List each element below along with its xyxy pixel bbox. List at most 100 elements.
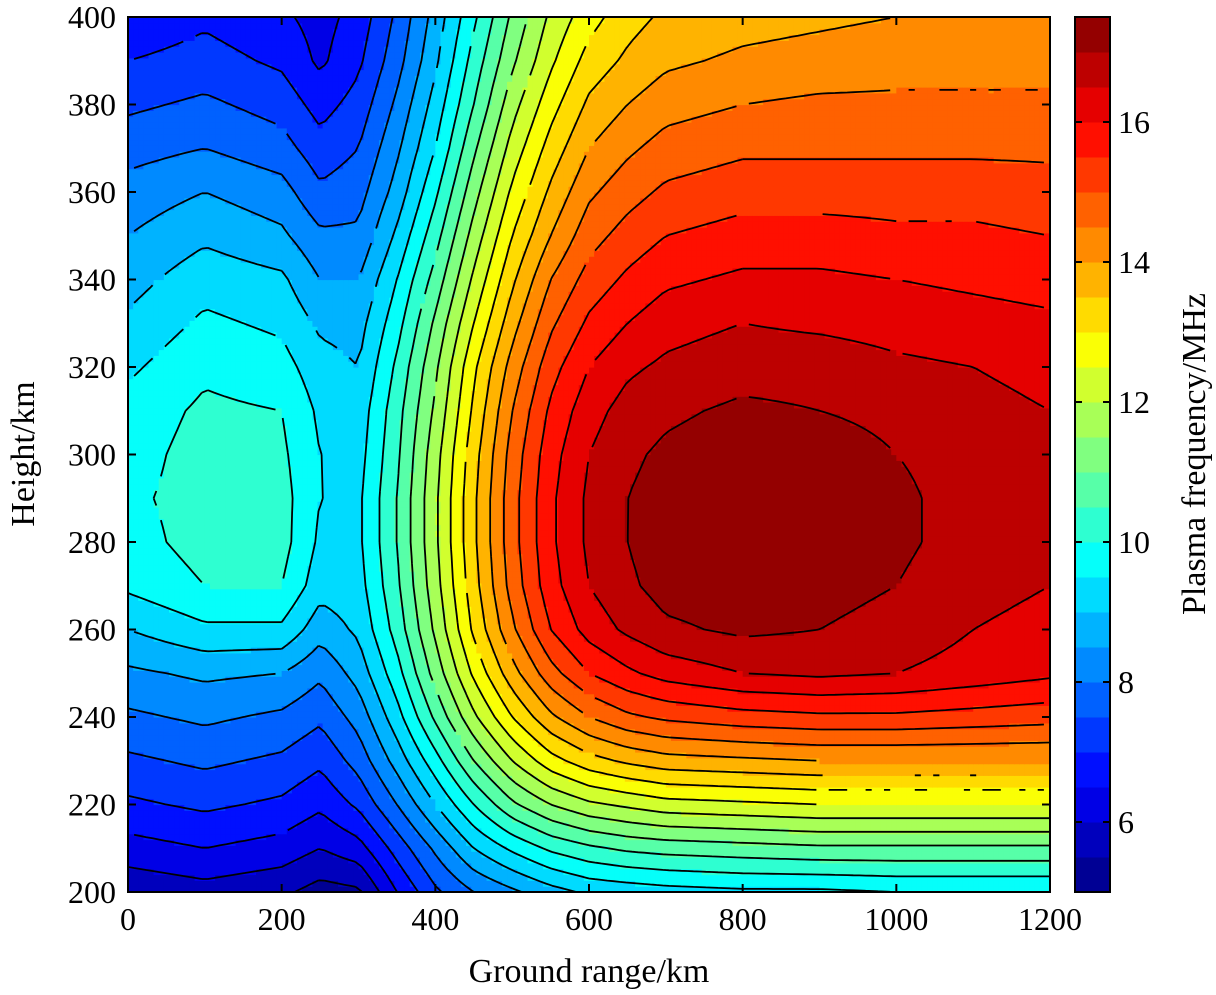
contour-cell xyxy=(722,822,728,829)
contour-cell xyxy=(814,781,821,788)
contour-cell xyxy=(501,781,508,788)
contour-cell xyxy=(614,886,621,892)
contour-cell xyxy=(747,822,754,829)
contour-cell xyxy=(378,816,385,823)
contour-cell xyxy=(793,728,800,736)
contour-cell xyxy=(291,734,298,741)
contour-cell xyxy=(553,781,559,788)
contour-cell xyxy=(758,787,764,794)
contour-cell xyxy=(312,822,319,829)
contour-cell xyxy=(496,827,503,835)
contour-cell xyxy=(230,781,237,788)
contour-cell xyxy=(553,810,559,817)
contour-cell xyxy=(281,810,288,817)
contour-cell xyxy=(578,822,585,829)
contour-cell xyxy=(880,822,887,829)
contour-cell xyxy=(250,851,257,858)
contour-cell xyxy=(865,740,872,747)
contour-cell xyxy=(327,862,334,870)
contour-cell xyxy=(168,763,175,771)
contour-cell xyxy=(163,734,170,741)
contour-cell xyxy=(245,810,252,817)
contour-cell xyxy=(189,734,196,741)
contour-cell xyxy=(799,862,805,870)
contour-cell xyxy=(701,787,708,794)
contour-cell xyxy=(957,880,964,887)
contour-cell xyxy=(993,822,1000,829)
contour-cell xyxy=(240,845,247,852)
contour-cell xyxy=(404,886,411,892)
contour-cell xyxy=(1024,810,1031,817)
contour-cell xyxy=(297,810,303,817)
contour-cell xyxy=(870,862,877,870)
contour-cell xyxy=(286,822,293,829)
contour-cell xyxy=(235,752,242,759)
contour-cell xyxy=(763,763,769,771)
contour-cell xyxy=(814,804,821,811)
contour-cell xyxy=(932,816,938,823)
contour-cell xyxy=(261,757,267,765)
contour-cell xyxy=(537,728,544,736)
contour-cell xyxy=(568,851,575,858)
contour-cell xyxy=(978,746,985,753)
contour-cell xyxy=(184,763,191,771)
contour-cell xyxy=(691,874,698,881)
contour-cell xyxy=(133,746,139,753)
contour-cell xyxy=(594,880,600,887)
contour-cell xyxy=(368,757,375,765)
contour-cell xyxy=(839,851,846,858)
contour-cell xyxy=(527,827,534,835)
contour-cell xyxy=(927,880,933,887)
contour-cell xyxy=(706,775,713,782)
contour-cell xyxy=(291,792,298,800)
contour-cell xyxy=(927,874,933,881)
contour-cell xyxy=(809,845,815,852)
contour-cell xyxy=(466,804,472,811)
contour-cell xyxy=(476,845,483,852)
contour-cell xyxy=(553,775,559,782)
contour-cell xyxy=(302,798,308,806)
contour-cell xyxy=(937,798,944,806)
contour-cell xyxy=(230,827,237,835)
contour-cell xyxy=(425,775,431,782)
contour-cell xyxy=(425,845,431,852)
contour-cell xyxy=(1014,822,1020,829)
contour-cell xyxy=(855,822,862,829)
contour-cell xyxy=(814,816,821,823)
contour-cell xyxy=(624,810,631,817)
contour-cell xyxy=(998,775,1005,782)
contour-cell xyxy=(916,769,923,776)
contour-cell xyxy=(389,752,395,759)
contour-cell xyxy=(455,752,462,759)
contour-cell xyxy=(466,827,472,835)
contour-cell xyxy=(256,734,262,741)
contour-cell xyxy=(245,845,252,852)
contour-cell xyxy=(804,868,810,876)
contour-cell xyxy=(532,845,539,852)
contour-cell xyxy=(875,886,882,892)
contour-cell xyxy=(517,728,524,736)
contour-cell xyxy=(322,857,329,864)
contour-cell xyxy=(414,792,421,800)
contour-cell xyxy=(414,763,421,771)
contour-cell xyxy=(891,880,897,887)
contour-cell xyxy=(481,833,488,841)
contour-cell xyxy=(814,763,821,771)
contour-cell xyxy=(363,775,370,782)
contour-cell xyxy=(875,792,882,800)
contour-cell xyxy=(353,763,360,771)
contour-cell xyxy=(711,816,718,823)
contour-cell xyxy=(256,845,262,852)
contour-cell xyxy=(414,798,421,806)
contour-cell xyxy=(399,857,406,864)
contour-cell xyxy=(425,827,431,835)
contour-cell xyxy=(681,746,687,753)
contour-cell xyxy=(809,775,815,782)
contour-cell xyxy=(624,868,631,876)
contour-cell xyxy=(373,798,380,806)
contour-cell xyxy=(916,781,923,788)
contour-cell xyxy=(240,868,247,876)
contour-cell xyxy=(199,769,206,776)
contour-cell xyxy=(594,757,600,765)
contour-cell xyxy=(460,827,467,835)
